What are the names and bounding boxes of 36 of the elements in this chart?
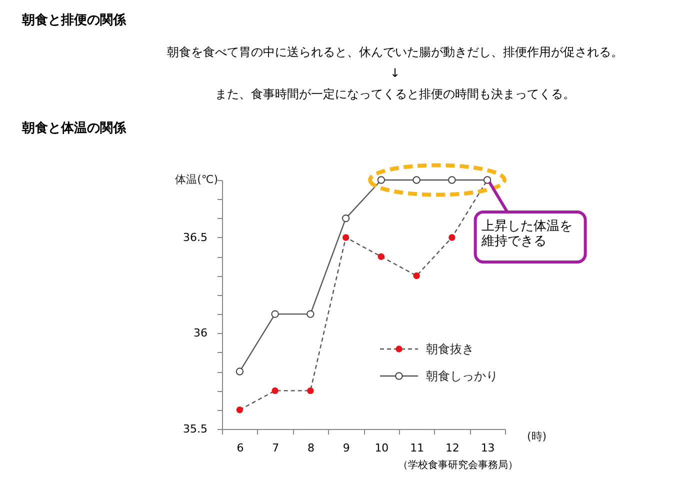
x-axis-title: (時) [527, 430, 547, 443]
legend-label: 朝食しっかり [426, 369, 498, 383]
point [236, 406, 244, 414]
annotation: 上昇した体温を維持できる [480, 219, 572, 249]
point [307, 387, 314, 394]
point [306, 310, 314, 318]
y-tick-label: 36.5 [183, 230, 208, 244]
y-tick-label: 35.5 [183, 422, 208, 436]
point [413, 272, 420, 280]
y-axis-title: 体温(℃) [175, 173, 218, 186]
x-tick-label: 6 [236, 442, 244, 454]
point [271, 310, 279, 318]
point [342, 214, 350, 222]
point [272, 387, 278, 394]
point [236, 368, 244, 376]
x-tick-label: 7 [272, 442, 280, 454]
text: 朝食を食べて胃の中に送られると、休んでいた腸が動きだし、排便作用が促される。 [167, 45, 623, 59]
x-tick-label: 8 [307, 442, 314, 454]
point [412, 176, 420, 184]
point [448, 234, 456, 241]
x-tick-label: 10 [374, 442, 389, 454]
y-tick-label: 36 [194, 326, 208, 340]
point [448, 176, 456, 184]
x-tick-label: 11 [410, 442, 424, 454]
text: 朝食と体温の関係 [21, 121, 127, 136]
text: 朝食と排便の関係 [21, 13, 127, 28]
x-tick-label: 9 [342, 442, 350, 454]
text: （学校食事研究会事務局） [398, 459, 518, 471]
point [377, 176, 386, 184]
x-tick-label: 13 [480, 442, 495, 454]
legend-label: 朝食抜き [426, 342, 474, 356]
text: また、食事時間が一定になってくると排便の時間も決まってくる。 [215, 87, 575, 101]
x-tick-label: 12 [445, 442, 460, 454]
point [342, 234, 350, 241]
text: ↓ [390, 66, 400, 80]
point [378, 253, 385, 260]
